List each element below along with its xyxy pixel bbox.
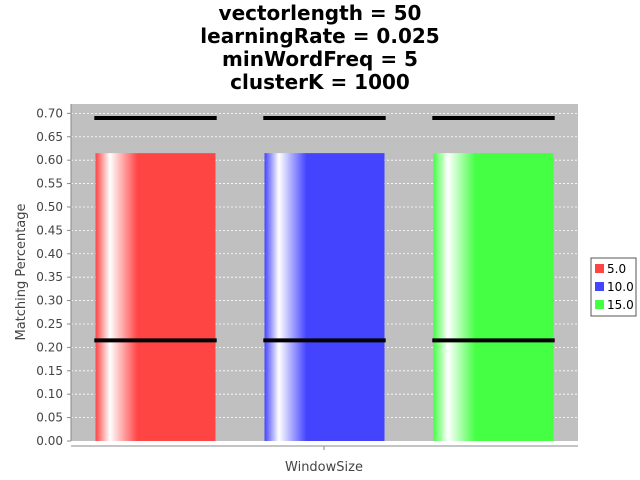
bars [95, 153, 554, 442]
y-tick-label: 0.25 [36, 317, 63, 331]
bar-10.0 [264, 153, 385, 442]
title-line-2: learningRate = 0.025 [200, 24, 439, 48]
legend-label-10.0: 10.0 [607, 280, 634, 294]
y-tick-label: 0.65 [36, 130, 63, 144]
y-tick-label: 0.70 [36, 106, 63, 120]
y-tick-label: 0.45 [36, 223, 63, 237]
y-tick-label: 0.15 [36, 364, 63, 378]
title-line-1: vectorlength = 50 [219, 1, 422, 25]
legend-label-5.0: 5.0 [607, 262, 626, 276]
y-tick-label: 0.40 [36, 247, 63, 261]
y-tick-label: 0.55 [36, 177, 63, 191]
y-tick-label: 0.35 [36, 270, 63, 284]
legend: 5.0 10.0 15.0 [590, 257, 637, 317]
chart-title: vectorlength = 50 learningRate = 0.025 m… [200, 1, 439, 94]
title-line-3: minWordFreq = 5 [222, 47, 418, 71]
error-bars [94, 116, 555, 343]
legend-swatch-10.0 [595, 282, 604, 291]
y-tick-label: 0.60 [36, 153, 63, 167]
y-tick-label: 0.30 [36, 294, 63, 308]
y-tick-label: 0.05 [36, 411, 63, 425]
y-tick-label: 0.20 [36, 340, 63, 354]
legend-swatch-5.0 [595, 264, 604, 273]
x-axis-label: WindowSize [285, 460, 363, 475]
y-tick-label: 0.10 [36, 387, 63, 401]
bar-15.0 [433, 153, 554, 442]
y-tick-label: 0.00 [36, 434, 63, 448]
legend-label-15.0: 15.0 [607, 298, 634, 312]
bar-5.0 [95, 153, 216, 442]
y-axis-label: Matching Percentage [14, 203, 29, 340]
legend-swatch-15.0 [595, 300, 604, 309]
y-axis: 0.00 0.05 0.10 0.15 0.20 0.25 0.30 0.35 0.40 0.45… [36, 104, 72, 448]
y-tick-label: 0.50 [36, 200, 63, 214]
title-line-4: clusterK = 1000 [230, 70, 410, 94]
